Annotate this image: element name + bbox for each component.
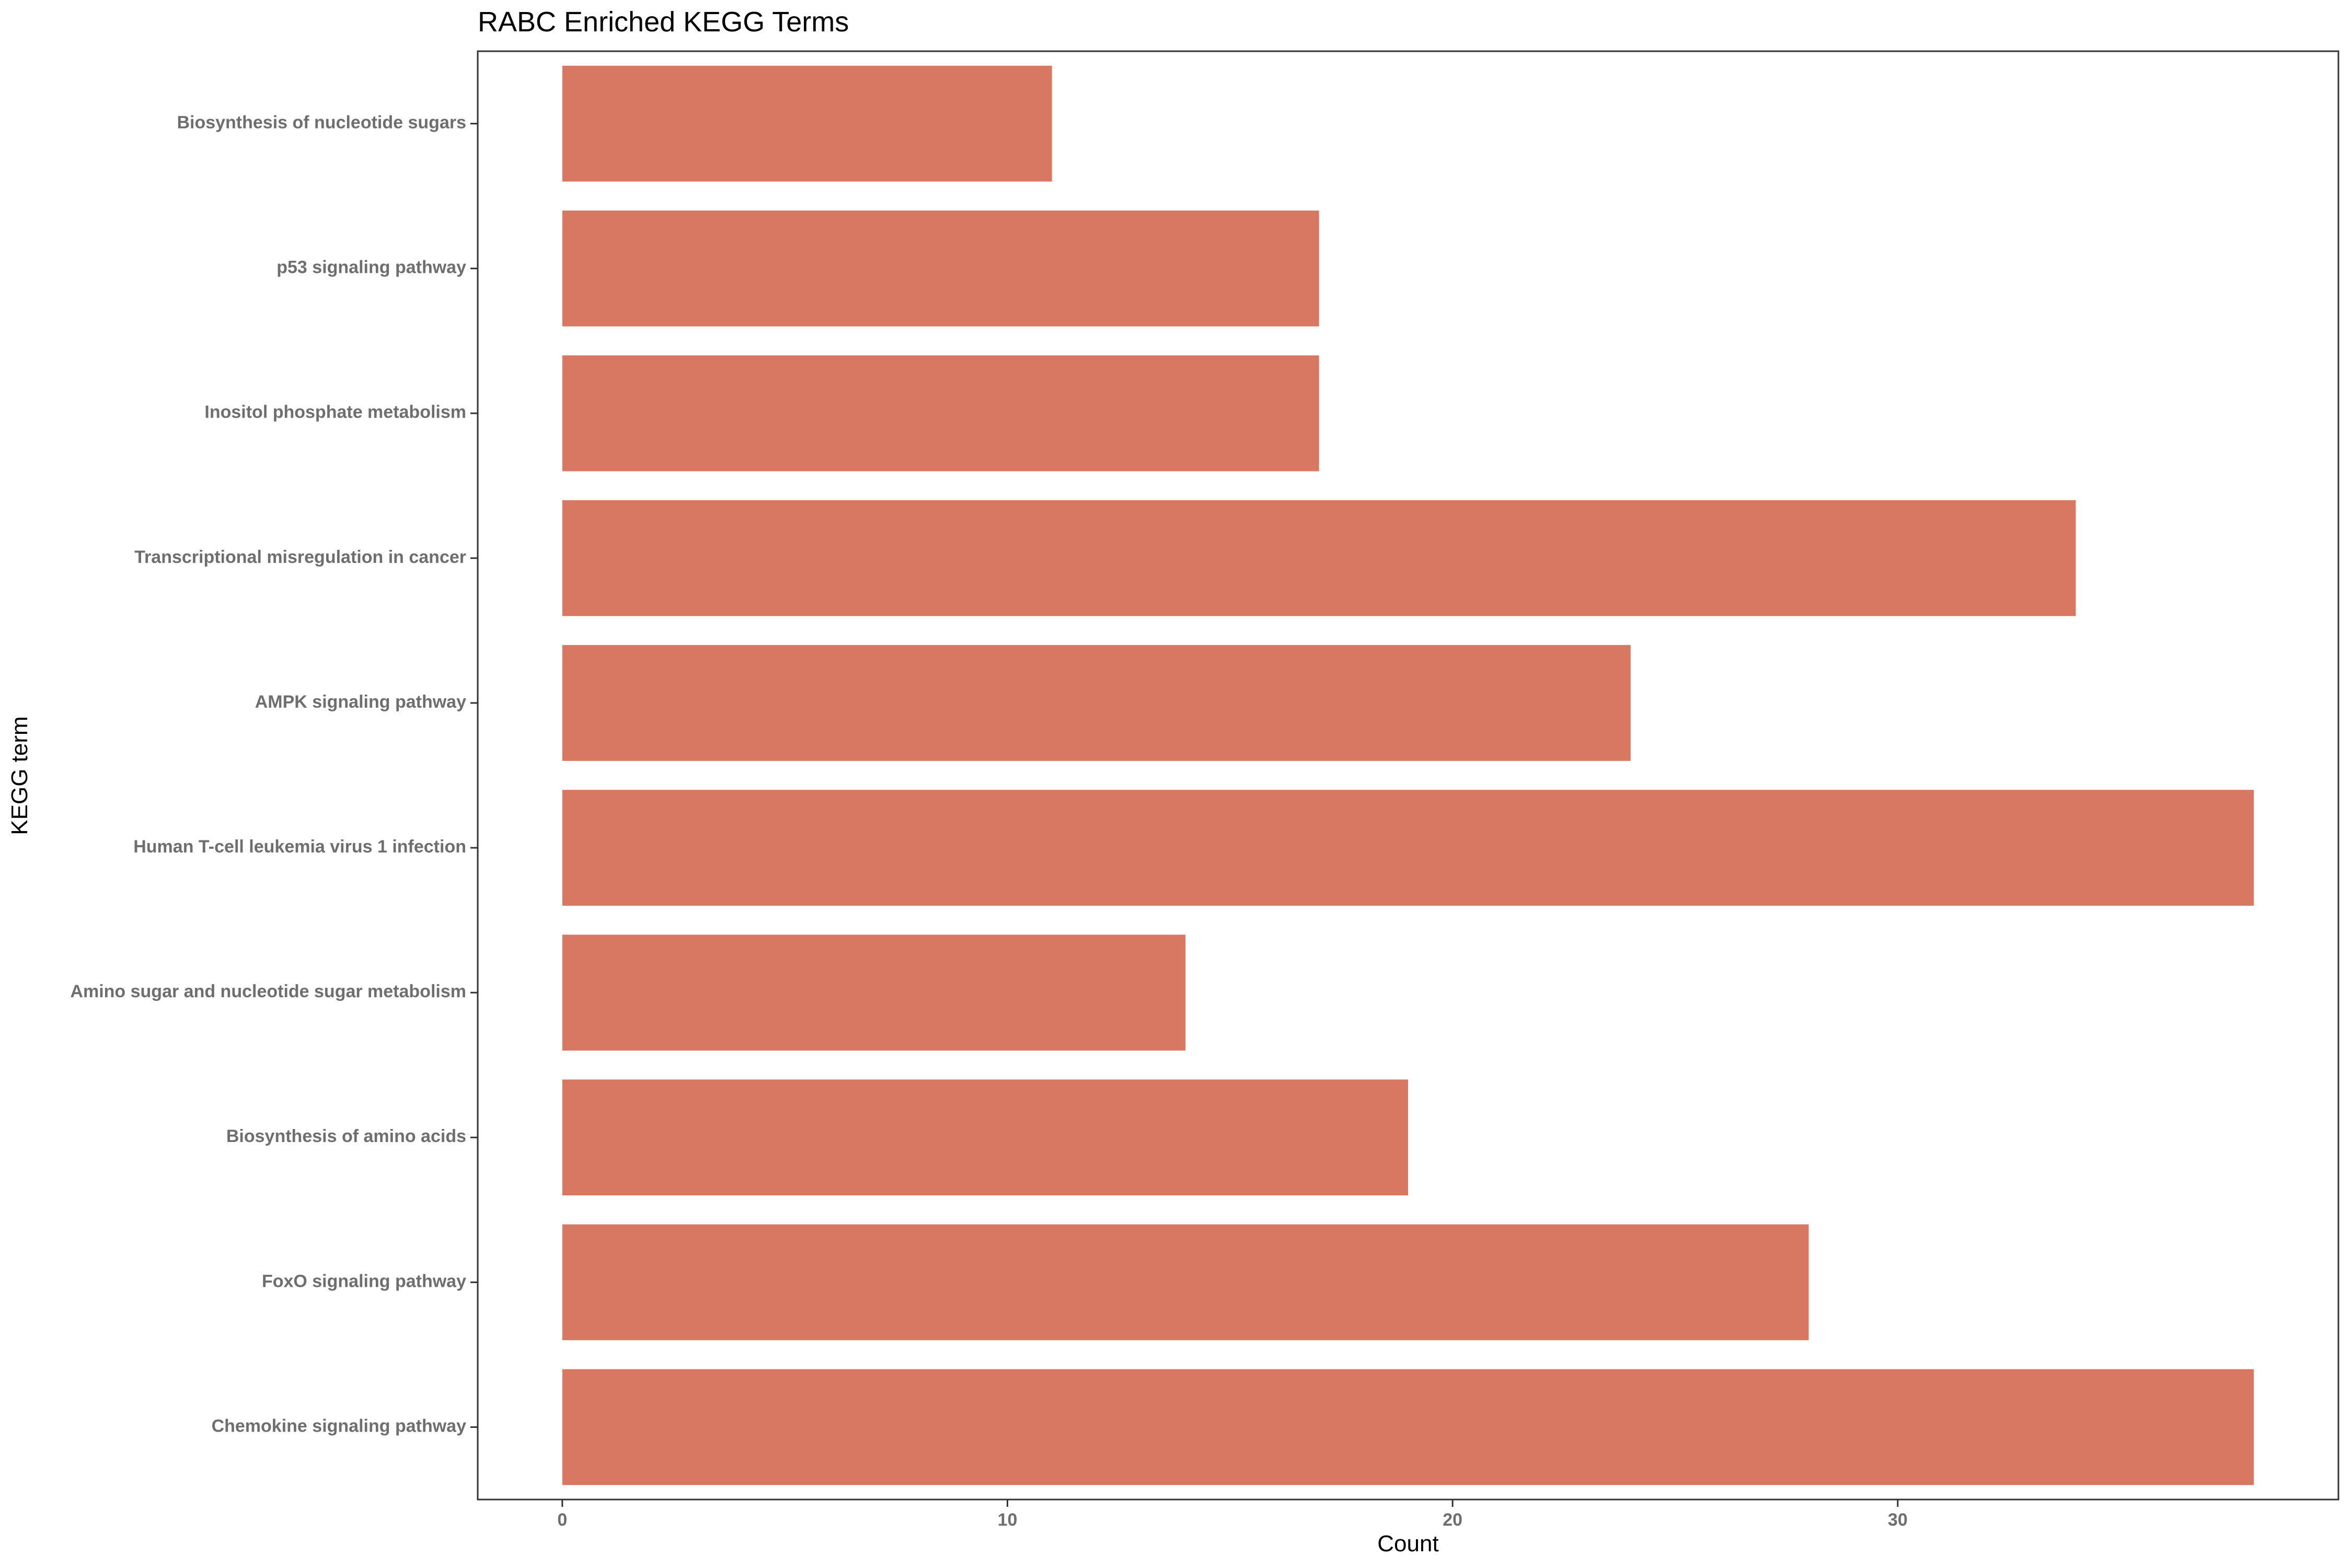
- bar: [562, 935, 1186, 1051]
- x-axis-ticks: 0 10 20 30: [557, 1500, 1908, 1530]
- bar: [562, 1079, 1408, 1196]
- bar: [562, 1369, 2254, 1485]
- y-tick-label: Inositol phosphate metabolism: [204, 402, 466, 422]
- x-tick-label: 0: [557, 1510, 567, 1530]
- x-tick-label: 30: [1888, 1510, 1908, 1530]
- y-tick-label: Chemokine signaling pathway: [212, 1416, 467, 1436]
- bar: [562, 210, 1319, 327]
- plot-panel: [477, 50, 2339, 1501]
- bar: [562, 65, 1052, 182]
- y-tick-label: Biosynthesis of nucleotide sugars: [177, 113, 466, 133]
- y-tick-label: Amino sugar and nucleotide sugar metabol…: [70, 982, 466, 1001]
- y-tick-label: FoxO signaling pathway: [262, 1271, 466, 1291]
- bar: [562, 645, 1631, 761]
- x-tick-label: 10: [998, 1510, 1018, 1530]
- bar: [562, 1224, 1809, 1341]
- bar: [562, 790, 2254, 906]
- y-tick-label: Transcriptional misregulation in cancer: [134, 547, 466, 567]
- y-axis-category-labels: Biosynthesis of nucleotide sugars p53 sig…: [70, 113, 478, 1436]
- chart-title: RABC Enriched KEGG Terms: [478, 6, 849, 38]
- bars-layer: [562, 65, 2254, 1485]
- bar: [562, 500, 2076, 616]
- x-axis-title: Count: [1377, 1531, 1438, 1557]
- x-tick-label: 20: [1443, 1510, 1462, 1530]
- y-tick-label: Biosynthesis of amino acids: [226, 1126, 466, 1146]
- bar: [562, 355, 1319, 471]
- y-axis-title: KEGG term: [7, 716, 32, 835]
- y-tick-label: p53 signaling pathway: [276, 258, 466, 278]
- y-tick-label: AMPK signaling pathway: [255, 692, 466, 712]
- y-tick-label: Human T-cell leukemia virus 1 infection: [133, 837, 466, 857]
